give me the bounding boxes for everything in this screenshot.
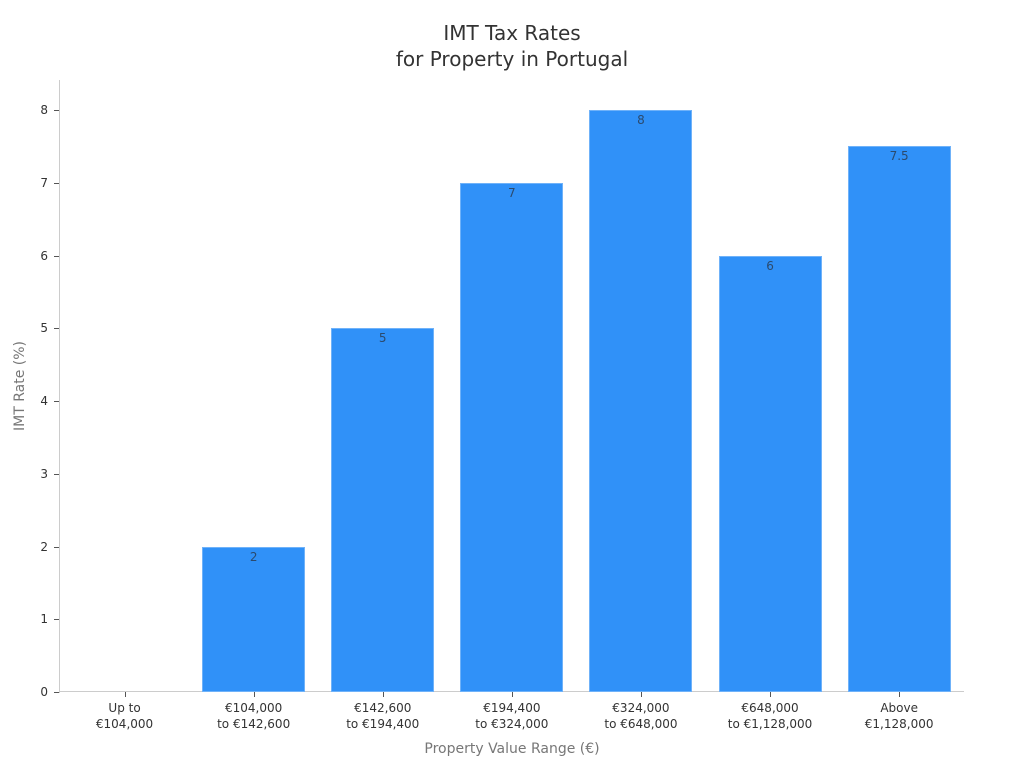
x-category-label-line: €324,000 xyxy=(612,701,670,715)
y-tick-mark xyxy=(54,619,59,621)
x-category-label: Up to €104,000 xyxy=(50,700,200,732)
bar xyxy=(718,255,822,692)
bar-value-label: 5 xyxy=(378,331,387,346)
x-category-label-line: €1,128,000 xyxy=(864,717,934,731)
x-category-label: €648,000 to €1,128,000 xyxy=(695,700,845,732)
y-tick-label: 5 xyxy=(40,321,48,336)
y-tick-mark xyxy=(54,255,59,257)
y-tick-mark xyxy=(54,401,59,402)
x-category-label-line: to €324,000 xyxy=(475,717,549,731)
y-tick-label: 0 xyxy=(40,685,48,699)
y-axis-title: IMT Rate (%) xyxy=(12,341,28,431)
bar xyxy=(202,546,306,692)
x-category-label-line: to €1,128,000 xyxy=(727,717,813,731)
bar-value-label: 7 xyxy=(508,185,516,200)
bar xyxy=(847,146,951,692)
bar-value-label: 7.5 xyxy=(889,149,909,164)
x-category-label: €104,000 to €142,600 xyxy=(179,700,329,732)
x-category-label: €194,400 to €324,000 xyxy=(437,700,587,732)
x-category-label: Above €1,128,000 xyxy=(824,700,974,732)
bar xyxy=(460,182,564,692)
x-category-label: €324,000 to €648,000 xyxy=(566,700,716,732)
y-tick-label: 2 xyxy=(40,539,48,554)
y-tick-mark xyxy=(54,110,59,111)
x-tick-mark xyxy=(770,692,772,697)
x-tick-mark xyxy=(124,692,126,697)
x-tick-mark xyxy=(253,692,255,697)
x-tick-mark xyxy=(899,692,901,697)
x-category-label-line: €142,600 xyxy=(354,701,412,715)
x-axis-title: Property Value Range (€) xyxy=(424,741,600,757)
y-tick-mark xyxy=(54,473,59,475)
y-tick-mark xyxy=(54,182,59,184)
x-tick-mark xyxy=(640,692,642,697)
x-category-label-line: to €648,000 xyxy=(604,717,678,731)
x-category-label: €142,600 to €194,400 xyxy=(308,700,458,732)
y-tick-label: 1 xyxy=(40,612,48,627)
x-tick-mark xyxy=(382,692,384,697)
x-category-label-line: €104,000 xyxy=(225,701,283,715)
x-category-label-line: to €142,600 xyxy=(217,717,291,731)
bar-value-label: 2 xyxy=(249,549,258,564)
y-axis-line xyxy=(59,80,60,693)
x-category-label-line: Up to xyxy=(108,701,141,715)
chart-title: IMT Tax Rates for Property in Portugal xyxy=(0,20,1024,72)
x-category-label-line: Above xyxy=(880,701,918,715)
x-category-label-line: €104,000 xyxy=(95,717,154,731)
x-category-label-line: €194,400 xyxy=(483,701,541,715)
x-category-label-line: €648,000 xyxy=(741,701,799,715)
y-tick-label: 6 xyxy=(40,248,48,263)
y-tick-mark xyxy=(54,328,59,330)
y-tick-label: 3 xyxy=(40,466,48,481)
y-tick-mark xyxy=(54,692,59,693)
chart-title-line-2: for Property in Portugal xyxy=(395,47,629,71)
bar-value-label: 6 xyxy=(766,258,774,273)
x-tick-mark xyxy=(511,692,513,697)
y-tick-label: 4 xyxy=(40,394,48,408)
chart-title-line-1: IMT Tax Rates xyxy=(443,21,581,45)
y-tick-label: 7 xyxy=(40,175,48,190)
bar-value-label: 8 xyxy=(637,113,645,127)
bar xyxy=(331,328,435,692)
x-category-label-line: to €194,400 xyxy=(346,717,420,731)
y-tick-label: 8 xyxy=(40,103,48,117)
bar xyxy=(589,110,693,692)
y-tick-mark xyxy=(54,546,59,548)
